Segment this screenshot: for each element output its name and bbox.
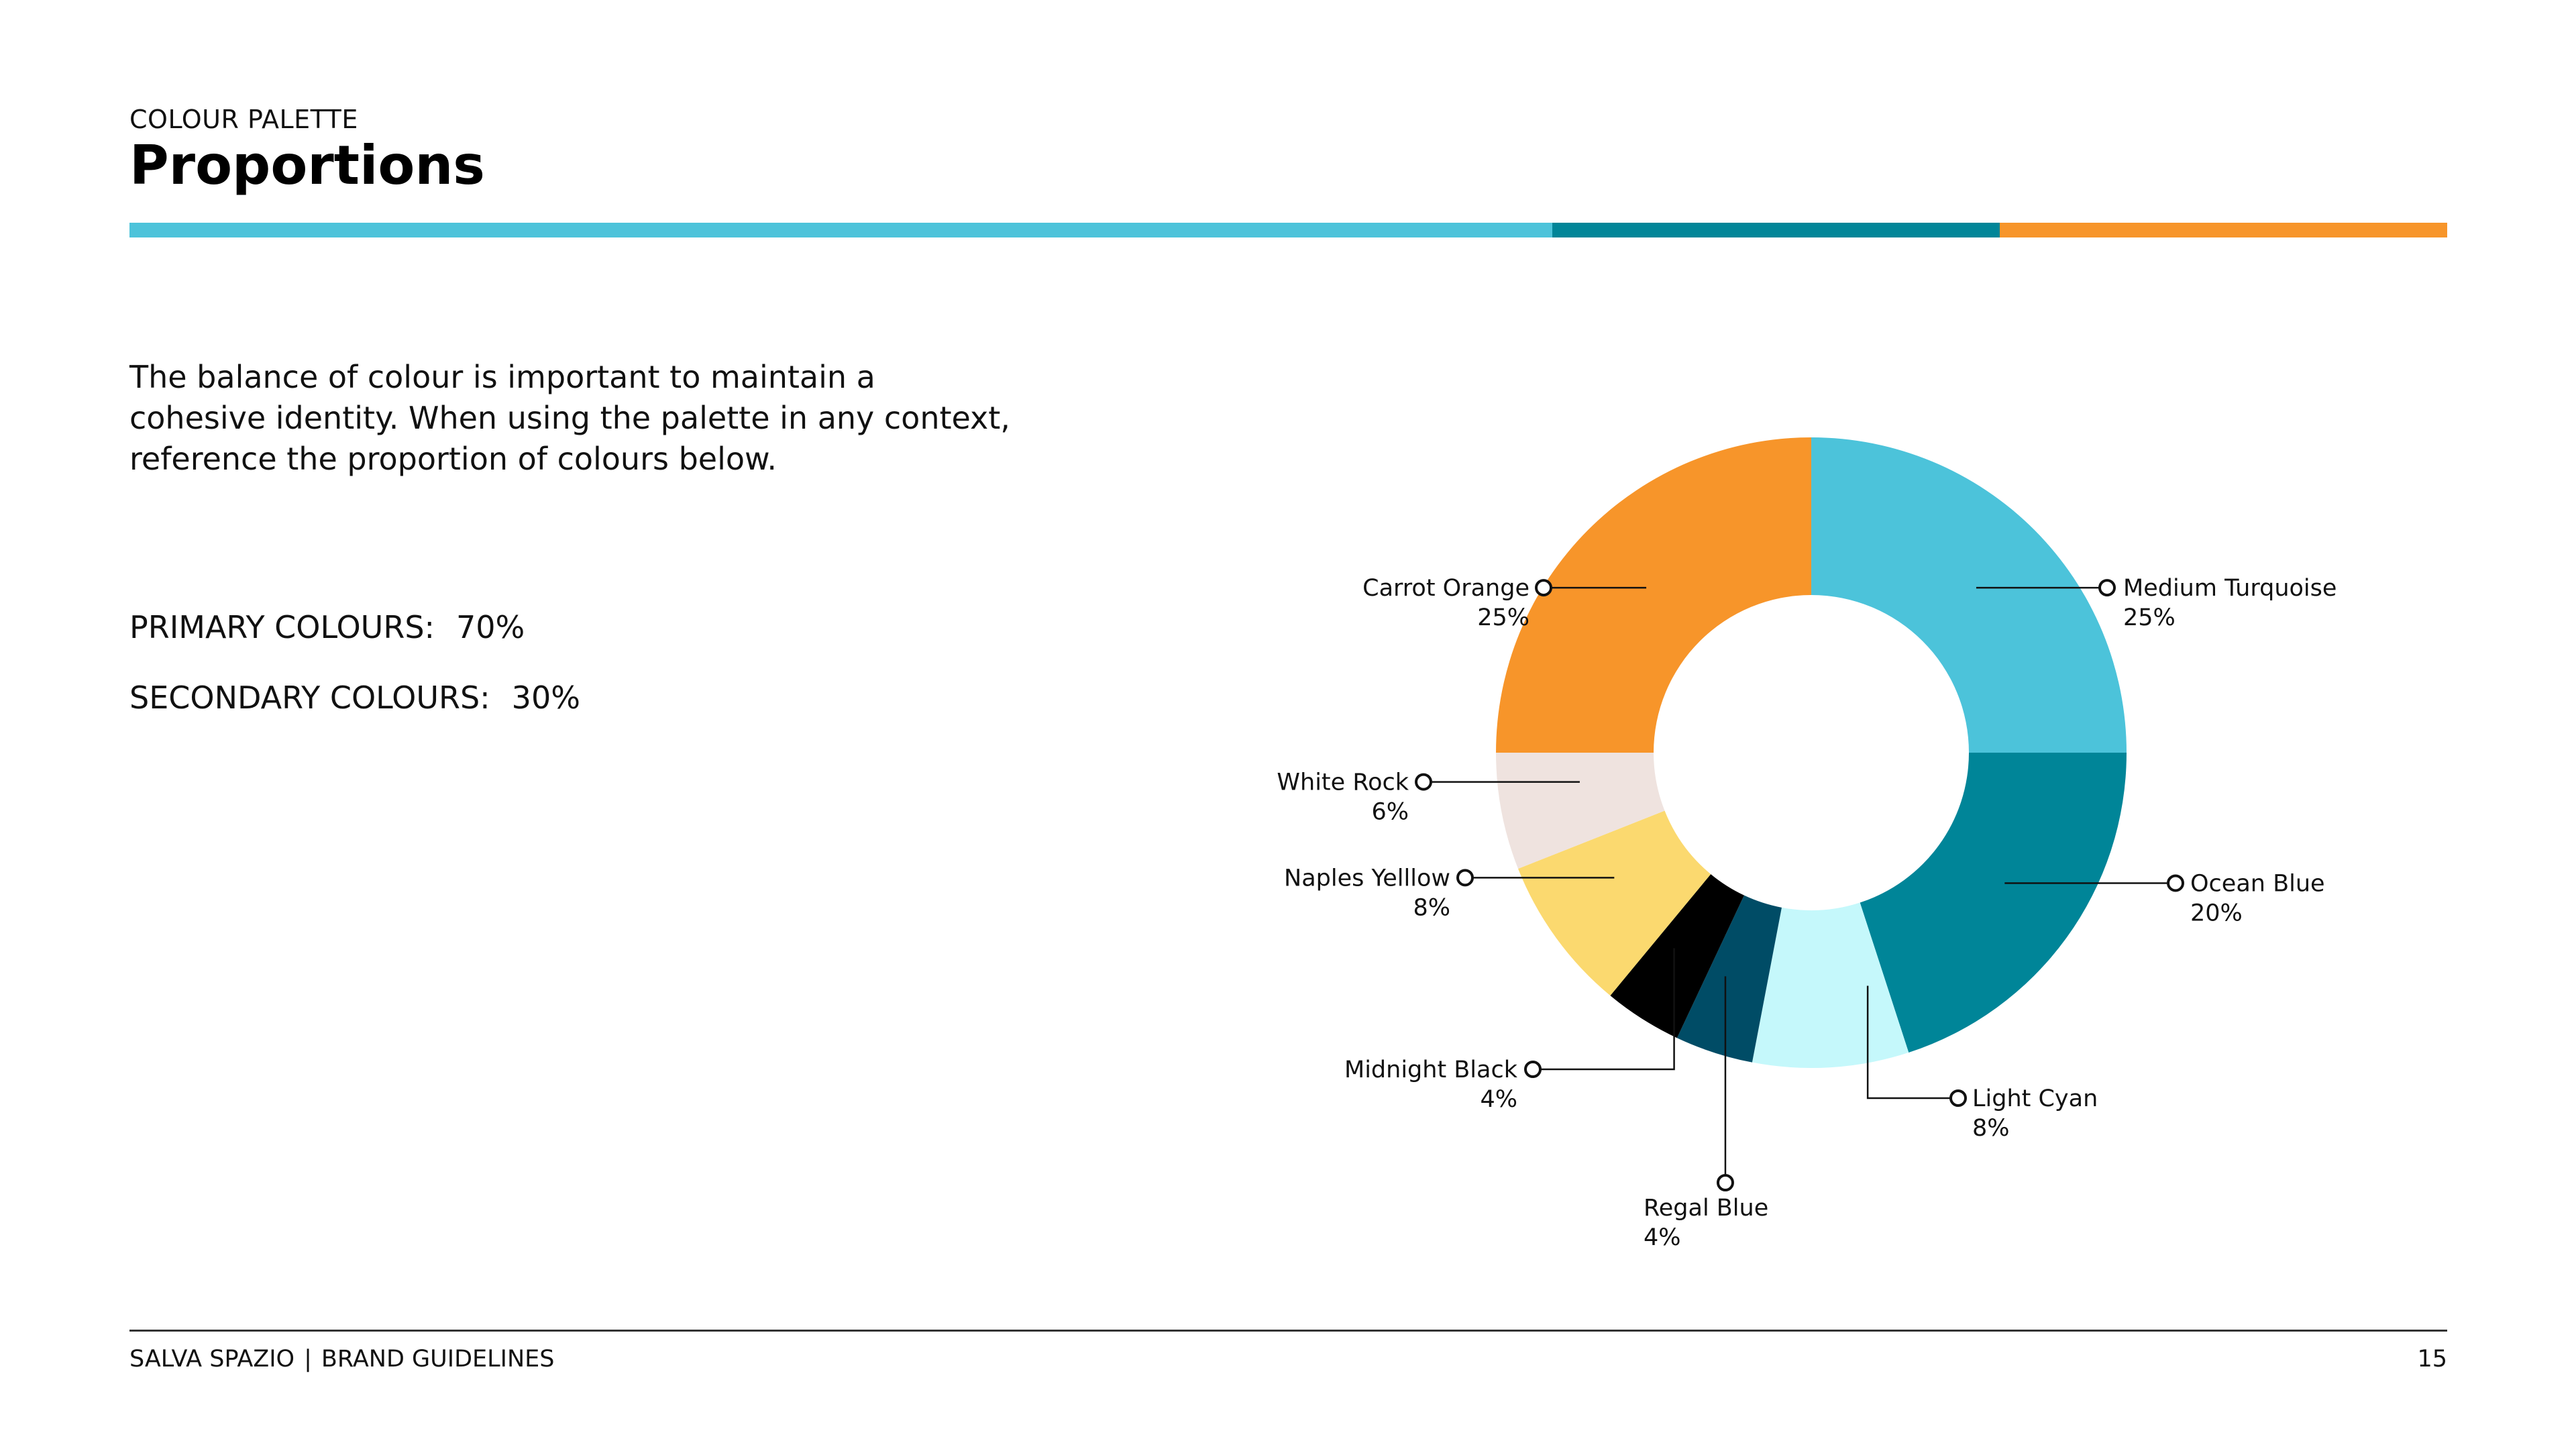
section-eyebrow: COLOUR PALETTE xyxy=(129,105,358,134)
footer-separator: | xyxy=(304,1346,312,1373)
callout-marker xyxy=(1535,579,1552,597)
donut-slice-carrot-orange xyxy=(1496,437,1811,753)
intro-line: reference the proportion of colours belo… xyxy=(129,441,777,477)
secondary-colours-value: 30% xyxy=(511,680,580,716)
callout-light-cyan: Light Cyan 8% xyxy=(1866,985,2098,1142)
donut-slice-midnight-black xyxy=(1610,874,1744,1038)
callout-marker xyxy=(1415,773,1432,791)
callout-percent: 25% xyxy=(2123,604,2176,631)
primary-colours-stat: PRIMARY COLOURS: 70% xyxy=(129,609,525,645)
page-title: Proportions xyxy=(129,134,485,197)
callout-marker xyxy=(1456,869,1474,887)
donut-slice-regal-blue xyxy=(1676,895,1782,1063)
primary-colours-value: 70% xyxy=(456,609,525,645)
rule-segment-1 xyxy=(129,223,1553,237)
primary-colours-label: PRIMARY COLOURS: xyxy=(129,609,435,645)
intro-line: The balance of colour is important to ma… xyxy=(129,359,875,395)
donut-slice-medium-turquoise xyxy=(1811,437,2127,753)
callout-marker xyxy=(1716,1174,1734,1191)
callout-percent: 20% xyxy=(2190,900,2243,926)
callout-percent: 8% xyxy=(1413,894,1450,921)
callout-percent: 6% xyxy=(1371,799,1409,826)
callout-name: White Rock xyxy=(1277,769,1409,796)
callout-name: Regal Blue xyxy=(1644,1195,1768,1222)
callout-leader-line xyxy=(1540,948,1675,1071)
footer-doc-title: BRAND GUIDELINES xyxy=(321,1346,555,1373)
callout-percent: 25% xyxy=(1477,604,1529,631)
callout-name: Carrot Orange xyxy=(1362,575,1529,602)
callout-midnight-black: Midnight Black 4% xyxy=(1344,948,1675,1113)
callout-marker xyxy=(2167,874,2184,892)
footer-brand: SALVA SPAZIO xyxy=(129,1346,295,1373)
secondary-colours-stat: SECONDARY COLOURS: 30% xyxy=(129,680,580,716)
callout-white-rock: White Rock 6% xyxy=(1277,769,1580,826)
donut-slice-light-cyan xyxy=(1752,902,1909,1068)
callout-percent: 4% xyxy=(1644,1224,1681,1251)
callout-marker xyxy=(1949,1089,1967,1107)
callout-marker xyxy=(1524,1061,1542,1078)
callout-name: Midnight Black xyxy=(1344,1057,1518,1083)
palette-rule-bar xyxy=(129,223,2447,237)
donut-slice-ocean-blue xyxy=(1860,753,2127,1053)
rule-segment-2 xyxy=(1552,223,2000,237)
callout-name: Medium Turquoise xyxy=(2123,575,2337,602)
callout-ocean-blue: Ocean Blue 20% xyxy=(2004,870,2325,926)
callout-percent: 4% xyxy=(1480,1086,1517,1113)
footer-divider xyxy=(129,1330,2447,1332)
intro-paragraph: The balance of colour is important to ma… xyxy=(129,357,1069,480)
callout-percent: 8% xyxy=(1972,1115,2010,1142)
callout-name: Naples Yelllow xyxy=(1284,865,1450,892)
page-number: 15 xyxy=(2417,1346,2447,1373)
rule-segment-3 xyxy=(2000,223,2447,237)
footer-credit: SALVA SPAZIO | BRAND GUIDELINES xyxy=(129,1346,555,1373)
intro-line: cohesive identity. When using the palett… xyxy=(129,400,1010,436)
donut-slice-naples-yelllow xyxy=(1518,810,1711,996)
callout-name: Light Cyan xyxy=(1972,1085,2098,1112)
secondary-colours-label: SECONDARY COLOURS: xyxy=(129,680,490,716)
callout-leader-line xyxy=(1866,985,1951,1099)
callout-marker xyxy=(2098,579,2116,597)
callout-name: Ocean Blue xyxy=(2190,870,2325,897)
